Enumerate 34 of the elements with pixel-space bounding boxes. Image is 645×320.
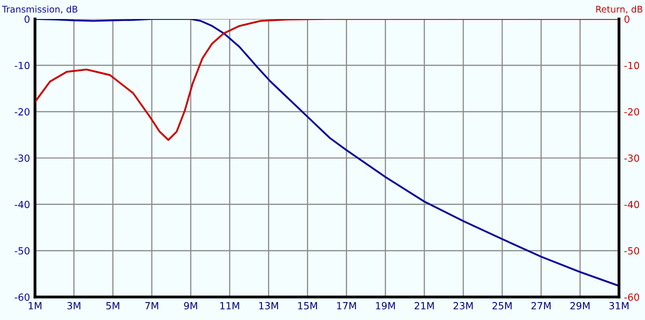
- y2-tick-label: -10: [624, 62, 640, 70]
- x-tick-label: 21M: [414, 302, 434, 310]
- y2-tick-label: -50: [624, 247, 640, 254]
- y-tick-label: -30: [14, 154, 30, 162]
- x-tick-label: 1M: [28, 302, 42, 310]
- x-tick-label: 3M: [67, 302, 80, 310]
- y2-tick-label: -20: [624, 108, 640, 116]
- x-tick-label: 23M: [454, 302, 473, 310]
- y2-tick-label: -40: [624, 200, 640, 208]
- y-tick-label: -20: [14, 108, 30, 116]
- x-tick-label: 19M: [376, 302, 395, 310]
- x-tick-label: 31M: [609, 302, 628, 310]
- y-tick-label: -10: [14, 62, 30, 70]
- y2-tick-label: -30: [624, 154, 640, 162]
- y-tick-label: 0: [24, 15, 30, 23]
- y-tick-label: -60: [14, 293, 30, 301]
- x-tick-label: 13M: [259, 302, 278, 310]
- y2-tick-label: -60: [624, 293, 640, 301]
- x-tick-label: 25M: [492, 302, 512, 310]
- x-tick-label: 7M: [145, 302, 158, 310]
- line-series: [35, 19, 619, 287]
- y-axis-title: Transmission, dB: [2, 6, 78, 14]
- x-tick-label: 29M: [570, 302, 590, 310]
- x-tick-label: 27M: [531, 302, 551, 310]
- x-tick-label: 11M: [220, 302, 240, 310]
- y-tick-label: -50: [14, 247, 30, 254]
- y2-axis-title: Return, dB: [596, 6, 642, 14]
- y2-tick-label: 0: [624, 15, 630, 23]
- x-tick-label: 15M: [298, 302, 317, 310]
- line-series: [35, 19, 619, 141]
- x-tick-label: 5M: [106, 302, 120, 310]
- x-tick-label: 9M: [184, 302, 198, 310]
- x-tick-label: 17M: [337, 302, 356, 310]
- y-tick-label: -40: [14, 200, 30, 208]
